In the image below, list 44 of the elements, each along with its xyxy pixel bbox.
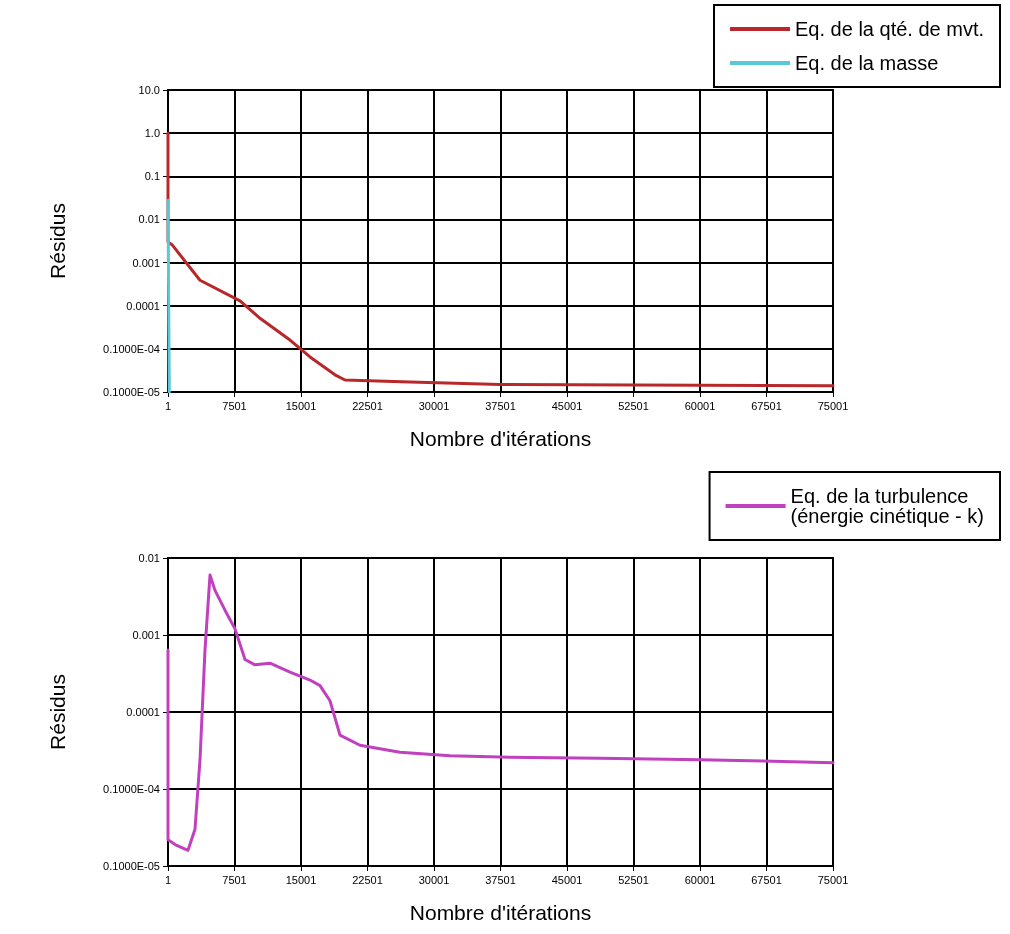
x-tick-label: 1 (164, 399, 172, 412)
x-tick-label: 75001 (817, 399, 849, 412)
legend-label: Eq. de la qté. de mvt. (795, 18, 985, 40)
legend-label: Eq. de la masse (795, 52, 939, 74)
x-tick-label: 15001 (285, 873, 317, 886)
y-tick-label: 0.01 (138, 213, 160, 226)
y-axis-title: Résidus (46, 203, 69, 279)
y-tick-label: 0.1000E-05 (103, 386, 160, 398)
x-tick-label: 15001 (285, 399, 317, 412)
legend-label: Eq. de la turbulence (énergie cinétique - k) (790, 485, 985, 527)
y-tick-label: 0.0001 (126, 299, 160, 312)
x-tick-label: 22501 (352, 873, 383, 886)
y-tick-label: 0.001 (132, 256, 160, 269)
line-series (166, 131, 835, 388)
x-tick-label: 37501 (485, 873, 516, 886)
x-tick-label: 22501 (352, 399, 383, 412)
x-tick-label: 60001 (684, 873, 716, 886)
y-axis-title: Résidus (46, 674, 69, 750)
y-tick-label: 0.1000E-05 (103, 860, 160, 872)
y-tick-label: 0.0001 (126, 706, 160, 718)
y-tick-label: 0.1000E-04 (103, 342, 160, 355)
y-tick-label: 0.1 (144, 170, 160, 183)
x-tick-label: 67501 (751, 873, 782, 886)
y-tick-label: 10.0 (138, 84, 160, 96)
x-tick-label: 7501 (222, 399, 247, 412)
x-tick-label: 30001 (418, 873, 450, 886)
x-tick-label: 60001 (684, 399, 716, 412)
x-tick-label: 75001 (817, 873, 849, 886)
y-tick-label: 0.001 (132, 629, 160, 641)
y-tick-label: 1.0 (144, 127, 160, 140)
x-tick-label: 1 (164, 873, 172, 886)
y-tick-label: 0.01 (138, 552, 160, 564)
x-tick-label: 37501 (485, 399, 516, 412)
x-tick-label: 45001 (551, 873, 583, 886)
x-axis-title: Nombre d'itérations (409, 427, 592, 450)
x-tick-label: 52501 (618, 399, 649, 412)
line-series (166, 573, 835, 852)
x-tick-label: 45001 (551, 399, 583, 412)
x-axis-title: Nombre d'itérations (409, 901, 592, 924)
x-tick-label: 67501 (751, 399, 782, 412)
y-tick-label: 0.1000E-04 (103, 783, 160, 795)
x-tick-label: 7501 (222, 873, 247, 886)
x-tick-label: 30001 (418, 399, 450, 412)
x-tick-label: 52501 (618, 873, 649, 886)
